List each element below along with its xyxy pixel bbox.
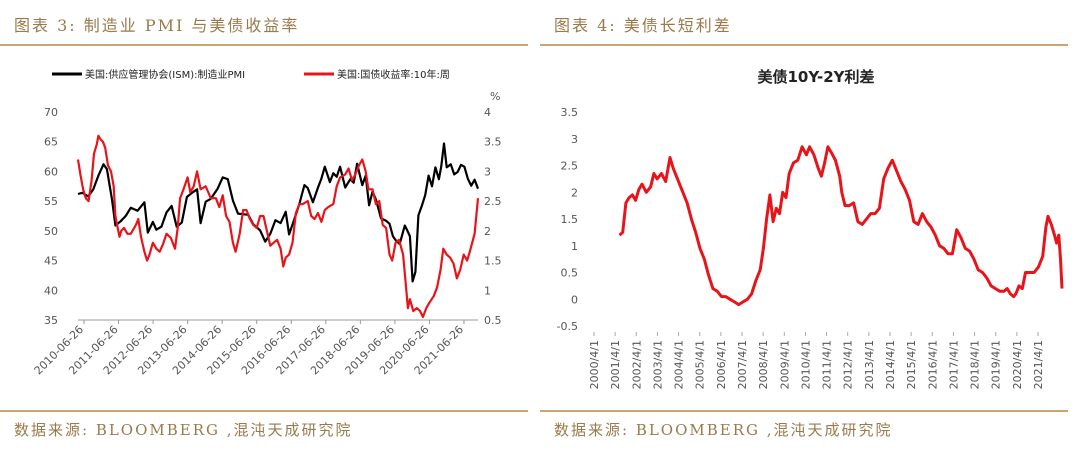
x-tick-label: 2019/4/1 — [990, 340, 1003, 389]
y-right-tick-label: 1.5 — [484, 255, 502, 268]
figure-3-bottom-rule — [0, 410, 528, 412]
y-tick-label: 3.5 — [561, 106, 579, 119]
y-tick-label: 2 — [571, 186, 578, 199]
spread-chart-title: 美债10Y-2Y利差 — [757, 68, 874, 86]
x-tick-label: 2009/4/1 — [778, 340, 791, 389]
y-right-tick-label: 1 — [484, 284, 491, 297]
y-right-tick-label: 2 — [484, 225, 491, 238]
y-right-tick-label: 0.5 — [484, 314, 502, 327]
y-tick-label: 1.5 — [561, 213, 579, 226]
x-tick-label: 2001/4/1 — [609, 340, 622, 389]
figure-3-top-rule — [0, 44, 528, 46]
x-tick-label: 2006/4/1 — [715, 340, 728, 389]
y-tick-label: 3 — [571, 133, 578, 146]
series-line-10y-yield — [76, 134, 480, 319]
legend-label-yield: 美国:国债收益率:10年:周 — [337, 68, 450, 81]
y-right-tick-label: 3.5 — [484, 136, 502, 149]
y-right-tick-label: 4 — [484, 106, 491, 119]
y-left-tick-label: 70 — [44, 106, 58, 119]
x-tick-label: 2014/4/1 — [884, 340, 897, 389]
x-tick-label: 2002/4/1 — [630, 340, 643, 389]
x-tick-label: 2008/4/1 — [757, 340, 770, 389]
pmi-yield-chart: 706560555045403543.532.521.510.5%2010-06… — [32, 68, 502, 377]
y-tick-label: 0 — [571, 293, 578, 306]
y-tick-label: 2.5 — [561, 160, 579, 173]
x-tick-label: 2010/4/1 — [799, 340, 812, 389]
x-tick-label: 2020/4/1 — [1011, 340, 1024, 389]
figure-3-source: 数据来源: BLOOMBERG ,混沌天成研究院 — [14, 421, 353, 439]
legend-label-pmi: 美国:供应管理协会(ISM):制造业PMI — [85, 68, 245, 81]
x-tick-label: 2000/4/1 — [588, 340, 601, 389]
x-tick-label: 2004/4/1 — [673, 340, 686, 389]
y-left-tick-label: 35 — [44, 314, 58, 327]
y-tick-label: -0.5 — [557, 320, 578, 333]
figure-4-bottom-rule — [540, 410, 1068, 412]
y-right-unit-label: % — [490, 90, 500, 103]
figure-4-title: 图表 4: 美债长短利差 — [554, 16, 732, 35]
x-tick-label: 2007/4/1 — [736, 340, 749, 389]
figure-3-panel: 图表 3: 制造业 PMI 与美债收益率 70 65 60 55 50 45 40 35 4 3.… — [0, 16, 528, 439]
figure-4-panel: 图表 4: 美债长短利差 美债10Y-2Y利差 3.5 3 2.5 2 1.5 1 0.5 0 -… — [540, 0, 1080, 452]
y-left-tick-label: 55 — [44, 195, 58, 208]
x-tick-label: 2017/4/1 — [947, 340, 960, 389]
x-tick-label: 2011/4/1 — [821, 340, 834, 389]
x-tick-label: 2012/4/1 — [842, 340, 855, 389]
series-line-spread — [618, 145, 1064, 307]
y-left-tick-label: 50 — [44, 225, 58, 238]
figure-3-title: 图表 3: 制造业 PMI 与美债收益率 — [14, 16, 300, 35]
y-tick-label: 1 — [571, 240, 578, 253]
y-right-tick-label: 3 — [484, 165, 491, 178]
y-left-tick-label: 65 — [44, 136, 58, 149]
y-tick-label: 0.5 — [561, 267, 579, 280]
y-left-tick-label: 60 — [44, 165, 58, 178]
x-tick-label: 2015/4/1 — [905, 340, 918, 389]
x-tick-label: 2018/4/1 — [969, 340, 982, 389]
figure-4-top-rule — [540, 44, 1068, 46]
x-tick-label: 2005/4/1 — [694, 340, 707, 389]
y-right-tick-label: 2.5 — [484, 195, 502, 208]
x-tick-label: 2013/4/1 — [863, 340, 876, 389]
x-tick-label: 2003/4/1 — [651, 340, 664, 389]
x-tick-label: 2016/4/1 — [926, 340, 939, 389]
series-line-pmi — [77, 142, 480, 283]
y-left-tick-label: 45 — [44, 255, 58, 268]
figure-4-source: 数据来源: BLOOMBERG ,混沌天成研究院 — [554, 421, 893, 439]
spread-chart: 美债10Y-2Y利差 3.5 3 2.5 2 1.5 1 0.5 0 -0.5 2000/4/1 20… — [557, 68, 1064, 389]
y-left-tick-label: 40 — [44, 284, 58, 297]
x-tick-label: 2021/4/1 — [1032, 340, 1045, 389]
